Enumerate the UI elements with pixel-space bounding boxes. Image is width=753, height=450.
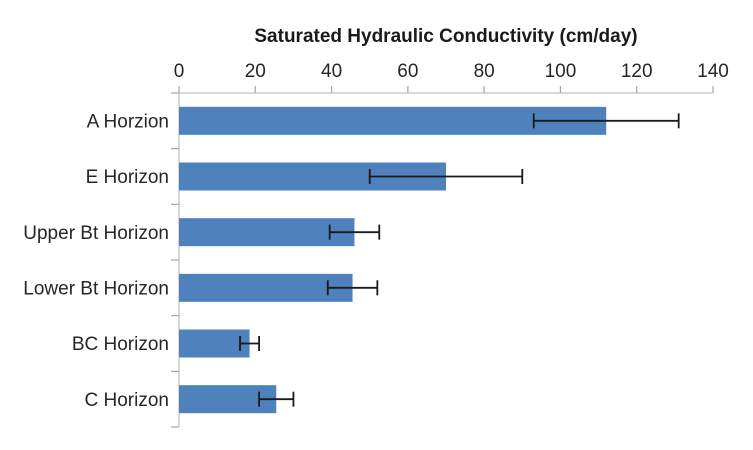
category-label-a-horzion: A Horzion — [87, 111, 169, 132]
labels-layer: 0 20 40 60 80 100 120 140 A Horzion E Horizon Uppe… — [23, 61, 729, 411]
category-label-c-horizon: C Horizon — [85, 390, 169, 411]
bar-upper-bt-horizon — [179, 218, 355, 247]
category-label-upper-bt-horizon: Upper Bt Horizon — [23, 223, 169, 244]
category-label-bc-horizon: BC Horizon — [72, 334, 169, 355]
category-label-e-horizon: E Horizon — [86, 167, 169, 188]
bar-bc-horizon — [179, 329, 250, 358]
error-bars-layer — [239, 113, 680, 407]
x-tick-label: 80 — [474, 61, 495, 82]
axes-layer — [171, 86, 714, 428]
x-tick-label: 0 — [174, 61, 185, 82]
bars-layer — [179, 106, 607, 414]
chart-title: Saturated Hydraulic Conductivity (cm/day… — [254, 26, 637, 47]
x-tick-label: 20 — [245, 61, 266, 82]
x-tick-label: 140 — [697, 61, 729, 82]
x-tick-label: 100 — [545, 61, 577, 82]
bar-lower-bt-horizon — [179, 273, 353, 302]
x-tick-label: 60 — [397, 61, 418, 82]
category-label-lower-bt-horizon: Lower Bt Horizon — [23, 278, 169, 299]
x-tick-label: 40 — [321, 61, 342, 82]
x-tick-label: 120 — [621, 61, 653, 82]
